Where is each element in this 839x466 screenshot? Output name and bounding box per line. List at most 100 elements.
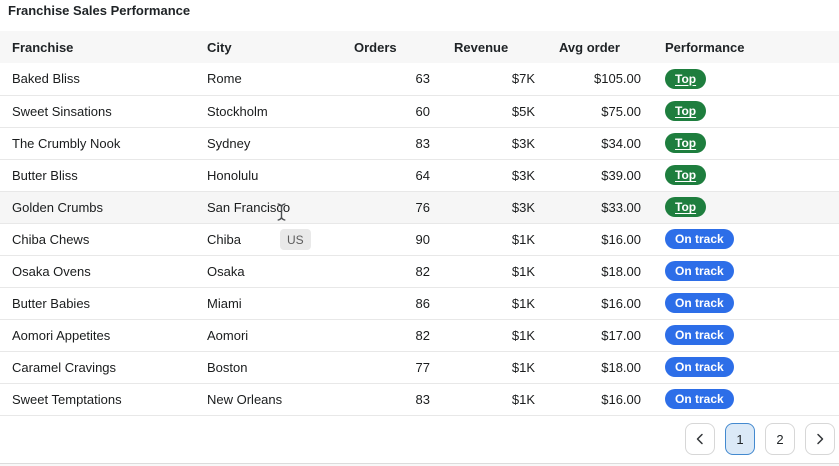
table-row[interactable]: Aomori Appetites Aomori 82 $1K $17.00 On trac… xyxy=(0,319,839,352)
cell-revenue: $1K xyxy=(442,351,547,384)
page-title: Franchise Sales Performance xyxy=(8,3,191,18)
cell-avg-order: $18.00 xyxy=(547,255,653,288)
col-header-avg-order: Avg order xyxy=(547,31,653,63)
cell-franchise: Butter Babies xyxy=(0,287,195,320)
cell-revenue: $3K xyxy=(442,159,547,192)
cell-revenue: $1K xyxy=(442,287,547,320)
performance-badge: On track xyxy=(665,357,734,377)
cell-orders: 90 xyxy=(342,223,442,256)
cell-avg-order: $33.00 xyxy=(547,191,653,224)
cell-orders: 82 xyxy=(342,255,442,288)
cell-city: Honolulu xyxy=(195,159,342,192)
cell-orders: 63 xyxy=(342,63,442,96)
table-row[interactable]: The Crumbly Nook Sydney 83 $3K $34.00 Top xyxy=(0,127,839,160)
col-header-franchise: Franchise xyxy=(0,31,195,63)
cell-franchise: Caramel Cravings xyxy=(0,351,195,384)
cell-performance: Top xyxy=(653,127,839,160)
cell-avg-order: $17.00 xyxy=(547,319,653,352)
cell-franchise: Osaka Ovens xyxy=(0,255,195,288)
cell-performance: Top xyxy=(653,95,839,128)
cell-avg-order: $16.00 xyxy=(547,383,653,416)
performance-badge: On track xyxy=(665,229,734,249)
cell-franchise: Sweet Temptations xyxy=(0,383,195,416)
cell-revenue: $3K xyxy=(442,127,547,160)
pagination: 1 2 xyxy=(0,416,839,463)
col-header-city: City xyxy=(195,31,342,63)
cell-avg-order: $34.00 xyxy=(547,127,653,160)
table-header-row: Franchise City Orders Revenue Avg order … xyxy=(0,31,839,63)
cell-performance: On track xyxy=(653,223,839,256)
cell-avg-order: $105.00 xyxy=(547,63,653,96)
cell-performance: Top xyxy=(653,159,839,192)
cell-city: Stockholm xyxy=(195,95,342,128)
card-bottom-edge xyxy=(0,462,839,466)
cell-avg-order: $16.00 xyxy=(547,223,653,256)
cell-performance: On track xyxy=(653,255,839,288)
franchise-table: Franchise City Orders Revenue Avg order … xyxy=(0,31,839,416)
country-tooltip: US xyxy=(280,229,311,250)
cell-franchise: Sweet Sinsations xyxy=(0,95,195,128)
pagination-page-1[interactable]: 1 xyxy=(725,423,755,455)
table-row[interactable]: Osaka Ovens Osaka 82 $1K $18.00 On track xyxy=(0,255,839,288)
cell-revenue: $1K xyxy=(442,223,547,256)
cell-city: Sydney xyxy=(195,127,342,160)
cell-city: Chiba xyxy=(195,223,342,256)
cell-orders: 77 xyxy=(342,351,442,384)
table-row[interactable]: Chiba Chews Chiba 90 $1K $16.00 On track xyxy=(0,223,839,256)
cell-performance: On track xyxy=(653,287,839,320)
performance-badge: Top xyxy=(665,68,707,89)
performance-badge: Top xyxy=(665,165,707,185)
pagination-next-button[interactable] xyxy=(805,423,835,455)
chevron-right-icon xyxy=(817,433,824,445)
performance-badge: On track xyxy=(665,389,734,409)
cell-performance: Top xyxy=(653,191,839,224)
cell-city: Aomori xyxy=(195,319,342,352)
cell-avg-order: $18.00 xyxy=(547,351,653,384)
table-row[interactable]: Golden Crumbs San Francisco 76 $3K $33.00 Top xyxy=(0,191,839,224)
cell-avg-order: $39.00 xyxy=(547,159,653,192)
cell-city: Rome xyxy=(195,63,342,96)
cell-orders: 76 xyxy=(342,191,442,224)
table-row[interactable]: Sweet Sinsations Stockholm 60 $5K $75.00 Top xyxy=(0,95,839,128)
pagination-prev-button[interactable] xyxy=(685,423,715,455)
cell-performance: Top xyxy=(653,63,839,96)
cell-city: Boston xyxy=(195,351,342,384)
performance-badge: Top xyxy=(665,197,707,217)
cell-performance: On track xyxy=(653,383,839,416)
cell-revenue: $5K xyxy=(442,95,547,128)
table-row[interactable]: Butter Babies Miami 86 $1K $16.00 On track xyxy=(0,287,839,320)
cell-orders: 64 xyxy=(342,159,442,192)
cell-revenue: $1K xyxy=(442,383,547,416)
cell-city: Osaka xyxy=(195,255,342,288)
chevron-left-icon xyxy=(696,433,703,445)
table-row[interactable]: Butter Bliss Honolulu 64 $3K $39.00 Top xyxy=(0,159,839,192)
col-header-revenue: Revenue xyxy=(442,31,547,63)
cell-avg-order: $75.00 xyxy=(547,95,653,128)
cell-avg-order: $16.00 xyxy=(547,287,653,320)
cell-franchise: The Crumbly Nook xyxy=(0,127,195,160)
cell-revenue: $1K xyxy=(442,319,547,352)
cell-orders: 83 xyxy=(342,127,442,160)
cell-orders: 60 xyxy=(342,95,442,128)
col-header-performance: Performance xyxy=(653,31,839,63)
cell-city: Miami xyxy=(195,287,342,320)
cell-orders: 83 xyxy=(342,383,442,416)
performance-badge: On track xyxy=(665,293,734,313)
cell-franchise: Baked Bliss xyxy=(0,63,195,96)
cell-revenue: $7K xyxy=(442,63,547,96)
table-row[interactable]: Baked Bliss Rome 63 $7K $105.00 Top xyxy=(0,63,839,96)
cell-franchise: Butter Bliss xyxy=(0,159,195,192)
cell-city: New Orleans xyxy=(195,383,342,416)
pagination-page-2[interactable]: 2 xyxy=(765,423,795,455)
cell-orders: 86 xyxy=(342,287,442,320)
table-row[interactable]: Sweet Temptations New Orleans 83 $1K $16.00 O… xyxy=(0,383,839,416)
performance-badge: On track xyxy=(665,325,734,345)
performance-badge: Top xyxy=(665,133,707,153)
cell-revenue: $3K xyxy=(442,191,547,224)
cell-performance: On track xyxy=(653,319,839,352)
table-row[interactable]: Caramel Cravings Boston 77 $1K $18.00 On trac… xyxy=(0,351,839,384)
cell-city: San Francisco xyxy=(195,191,342,224)
cell-franchise: Golden Crumbs xyxy=(0,191,195,224)
performance-badge: On track xyxy=(665,261,734,281)
